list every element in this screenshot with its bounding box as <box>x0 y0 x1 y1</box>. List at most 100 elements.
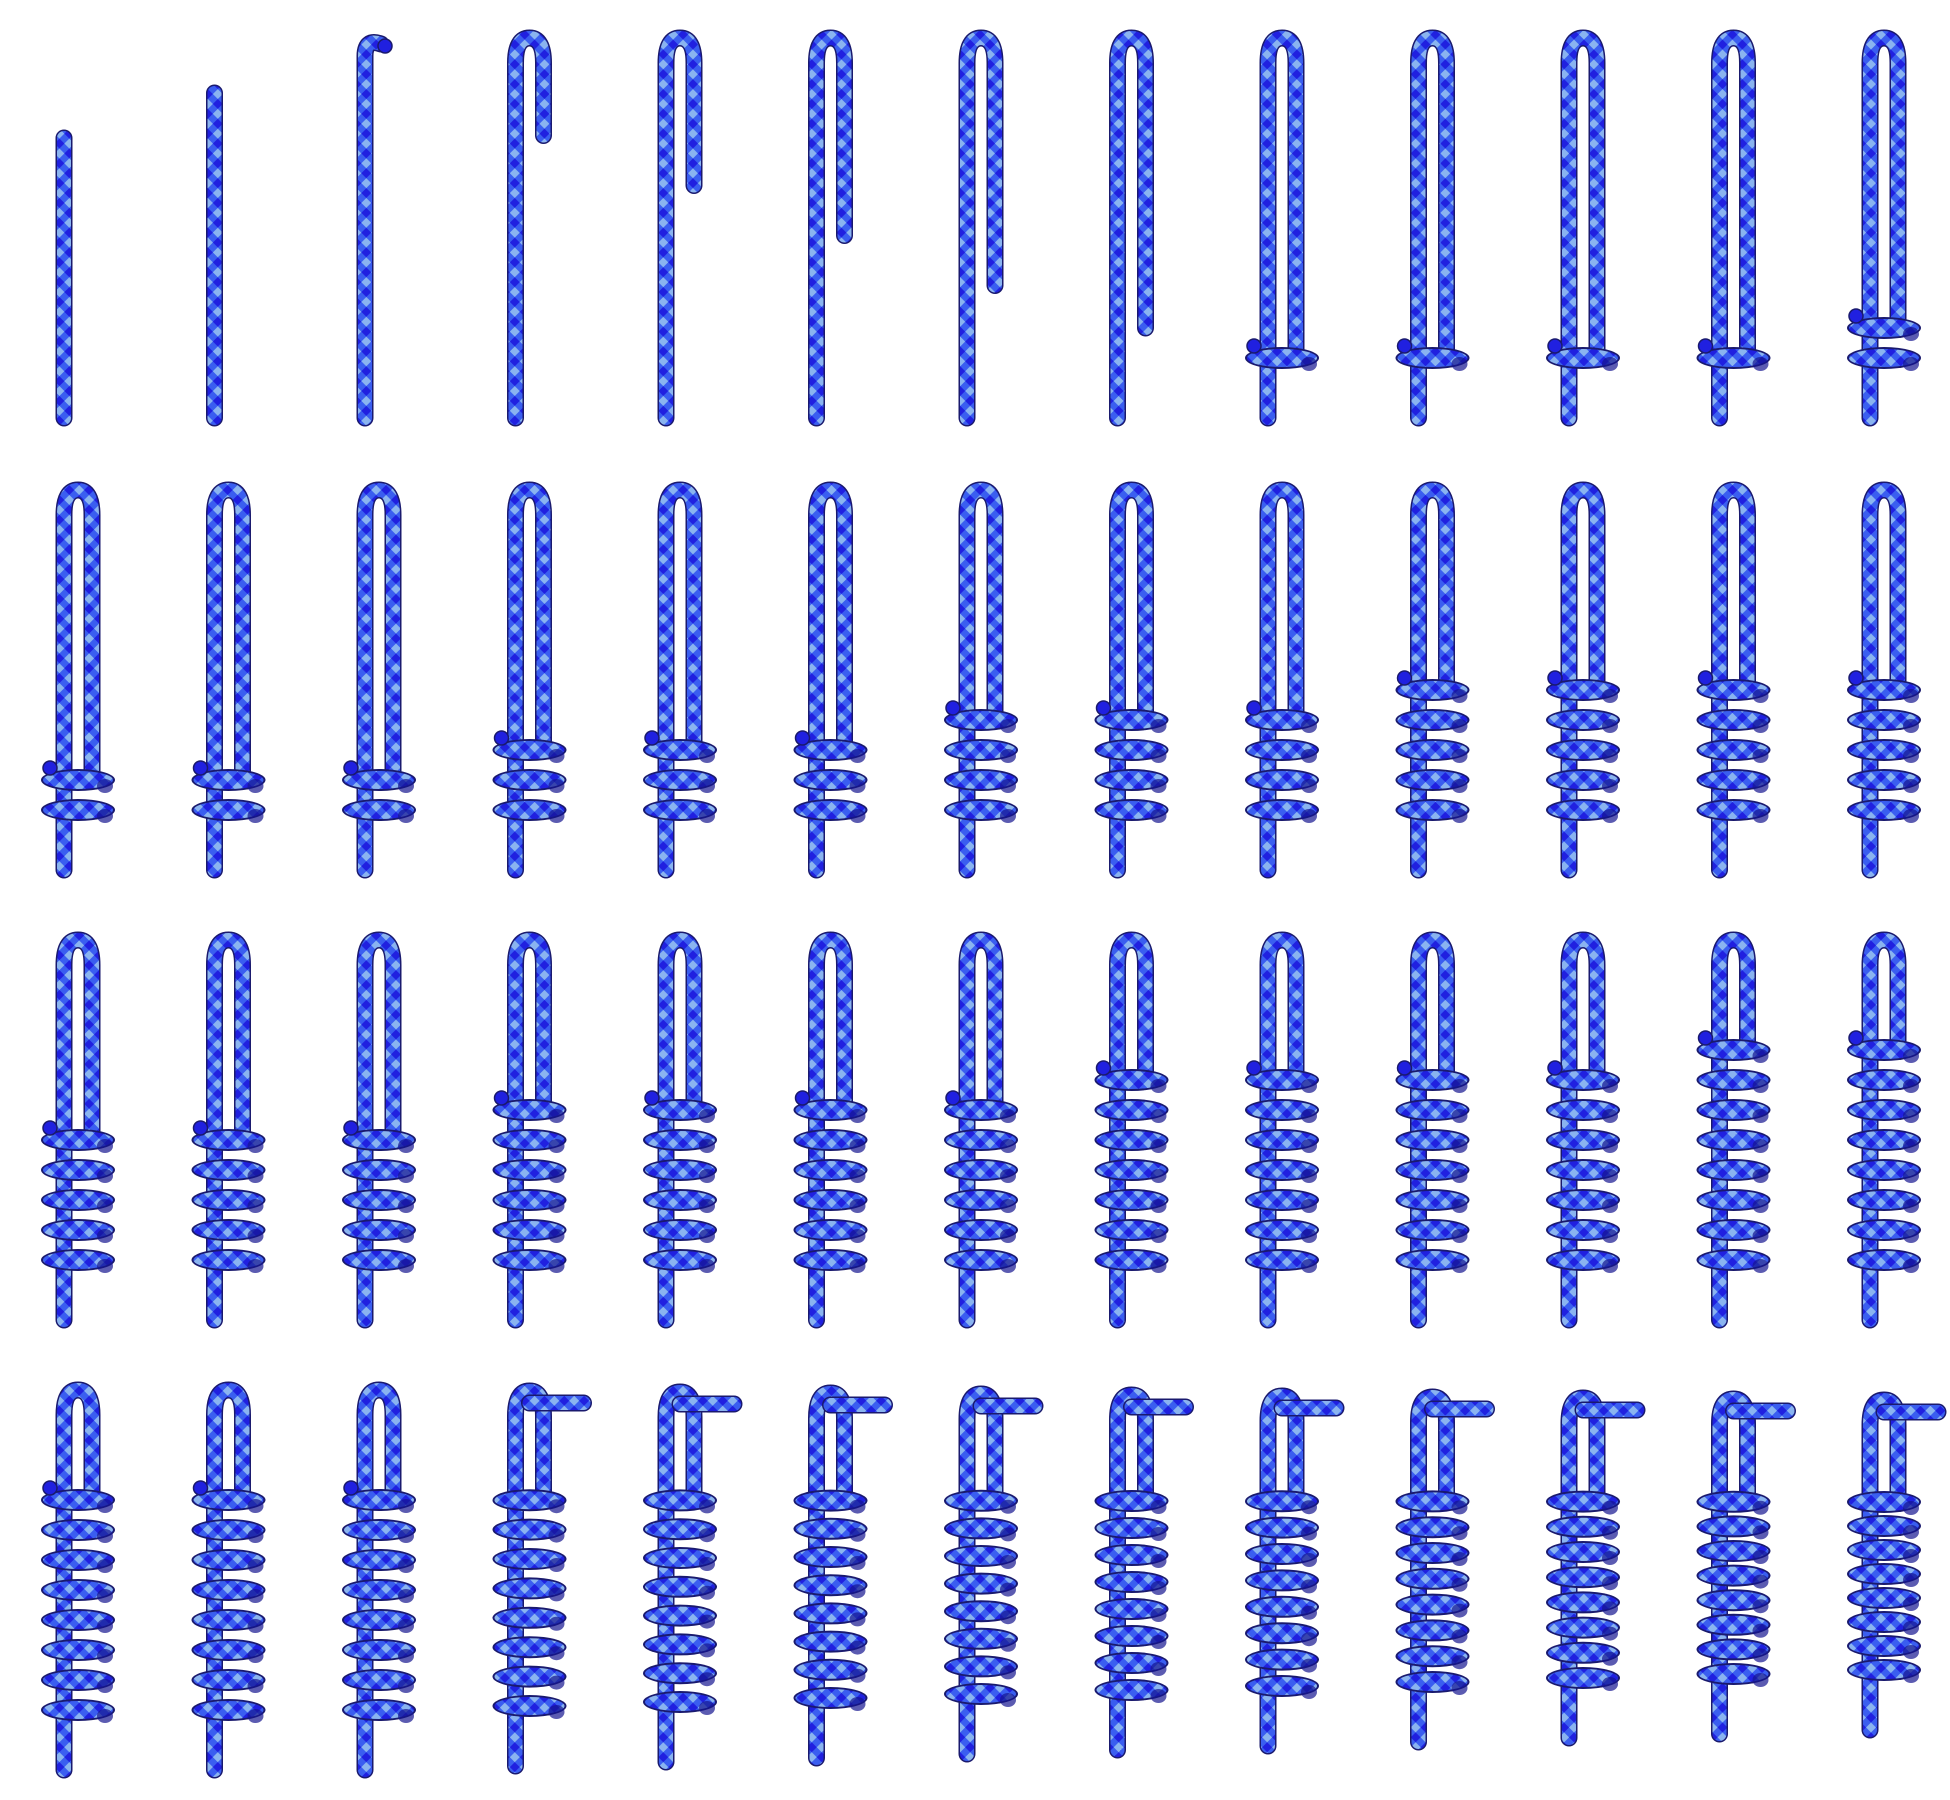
coil-turn-end-shadow <box>1752 1574 1769 1589</box>
coil-turn-end-shadow <box>1301 1500 1317 1515</box>
frame <box>1847 1391 1947 1739</box>
coil-turn-body <box>946 1491 1016 1510</box>
coil-turn-end-shadow <box>1301 809 1317 823</box>
coil-turn <box>1696 799 1771 823</box>
rope-end <box>42 1480 58 1496</box>
frame <box>1094 1386 1194 1759</box>
frame <box>1245 481 1319 879</box>
coil-turn-end-shadow <box>1000 1610 1016 1625</box>
coil-turn <box>342 1579 416 1603</box>
coil-turn <box>1395 1567 1470 1592</box>
coil-turn <box>1094 1129 1169 1153</box>
coil-turn <box>191 769 266 793</box>
rope-bight-body <box>358 1383 400 1777</box>
coil-turn <box>1696 1249 1771 1273</box>
rope-end <box>42 1120 58 1136</box>
coil-turn-end-shadow <box>398 779 414 793</box>
coil-turn-end-shadow <box>97 779 113 793</box>
coil-turn <box>342 1159 416 1183</box>
coil-turn <box>1395 1099 1470 1123</box>
rope-bight-body <box>960 933 1002 1327</box>
coil-turn <box>1546 679 1620 703</box>
coil-turn-body <box>1849 1221 1919 1239</box>
coil-turn <box>342 1669 416 1693</box>
coil-turn-end-shadow <box>1150 1554 1167 1568</box>
coil-turn <box>1546 1616 1620 1641</box>
coil-turn-end-shadow <box>1451 1109 1468 1123</box>
coil-turn-body <box>1849 771 1919 789</box>
coil-turn-end-shadow <box>97 1499 113 1513</box>
rope-bight-body <box>659 31 701 425</box>
coil-turn-body <box>1548 1221 1618 1239</box>
coil-turn-end-shadow <box>699 1557 715 1571</box>
coil-turn-end-shadow <box>1000 1109 1016 1123</box>
coil-turn <box>1546 1641 1620 1666</box>
coil-turn-body <box>1247 1071 1317 1089</box>
coil-turn-end-shadow <box>1301 719 1317 733</box>
coil-turn-body <box>43 1251 113 1269</box>
coil-turn-body <box>1849 1613 1919 1631</box>
coil-turn-end-shadow <box>398 1679 414 1693</box>
coil-turn-end-shadow <box>1752 1199 1769 1213</box>
coil-turn-body <box>1698 1566 1769 1585</box>
coil-turn-end-shadow <box>548 749 565 763</box>
coil-turn-end-shadow <box>1752 357 1769 371</box>
coil-turn-end-shadow <box>699 1199 715 1213</box>
rope-bight <box>958 931 1004 1329</box>
coil-turn <box>342 1639 416 1663</box>
coil-turn-end-shadow <box>1150 1608 1167 1622</box>
coil-turn-end-shadow <box>1602 689 1618 703</box>
coil-turn-end-shadow <box>1903 1139 1919 1153</box>
rope-end <box>1697 1030 1714 1046</box>
rope-bight-body <box>57 933 99 1327</box>
coil-turn-end-shadow <box>1752 1139 1769 1153</box>
coil-turn-end-shadow <box>1903 1621 1919 1635</box>
coil-turn-body <box>946 1221 1016 1239</box>
coil-turn-end-shadow <box>1301 1605 1317 1620</box>
rope-bight <box>1109 29 1154 427</box>
coil-turn <box>342 799 416 823</box>
rope-bight-body <box>960 31 1002 425</box>
rope-end <box>42 760 58 776</box>
coil-turn-body <box>1849 1101 1919 1119</box>
coil-turn-body <box>1548 1161 1618 1179</box>
rope-bight-body <box>1712 31 1755 425</box>
rope-bight <box>507 481 552 879</box>
coil-turn-end-shadow <box>849 1229 866 1243</box>
coil-turn-end-shadow <box>849 1499 866 1514</box>
coil-turn <box>492 769 567 793</box>
coil-turn <box>793 769 868 793</box>
coil-turn-end-shadow <box>1451 1603 1468 1618</box>
coil-turn <box>1395 1219 1470 1243</box>
coil-turn <box>944 1219 1018 1243</box>
coil-turn-end-shadow <box>1752 719 1769 733</box>
coil-turn-body <box>1849 801 1919 819</box>
coil-turn-end-shadow <box>1451 809 1468 823</box>
coil-turn-end-shadow <box>1451 1577 1468 1592</box>
coil-turn-end-shadow <box>1602 1525 1618 1540</box>
coil-turn-body <box>1096 1654 1167 1672</box>
coil-turn-end-shadow <box>548 1675 565 1690</box>
coil-turn-body <box>1698 771 1769 789</box>
coil-turn-end-shadow <box>1150 1169 1167 1183</box>
rope-bight <box>1109 481 1154 879</box>
coil-turn-body <box>43 1701 113 1719</box>
coil-turn-end-shadow <box>1000 1139 1016 1153</box>
coil-turn-body <box>795 1191 866 1209</box>
rope-end <box>343 760 359 776</box>
coil-turn <box>944 1655 1018 1680</box>
coil-turn-end-shadow <box>1301 1169 1317 1183</box>
coil-turn-body <box>946 1251 1016 1269</box>
coil-turn <box>191 1159 266 1183</box>
coil-turn-body <box>1397 1647 1468 1666</box>
coil-turn-body <box>494 1638 565 1657</box>
coil-turn <box>41 1639 115 1663</box>
coil-turn-end-shadow <box>849 1109 866 1123</box>
coil-turn-body <box>1247 801 1317 819</box>
coil-turn <box>1094 1490 1169 1514</box>
coil-turn-end-shadow <box>398 1589 414 1603</box>
rope-end <box>1547 338 1563 354</box>
coil-turn <box>643 1662 717 1687</box>
coil-turn-body <box>494 1608 565 1627</box>
